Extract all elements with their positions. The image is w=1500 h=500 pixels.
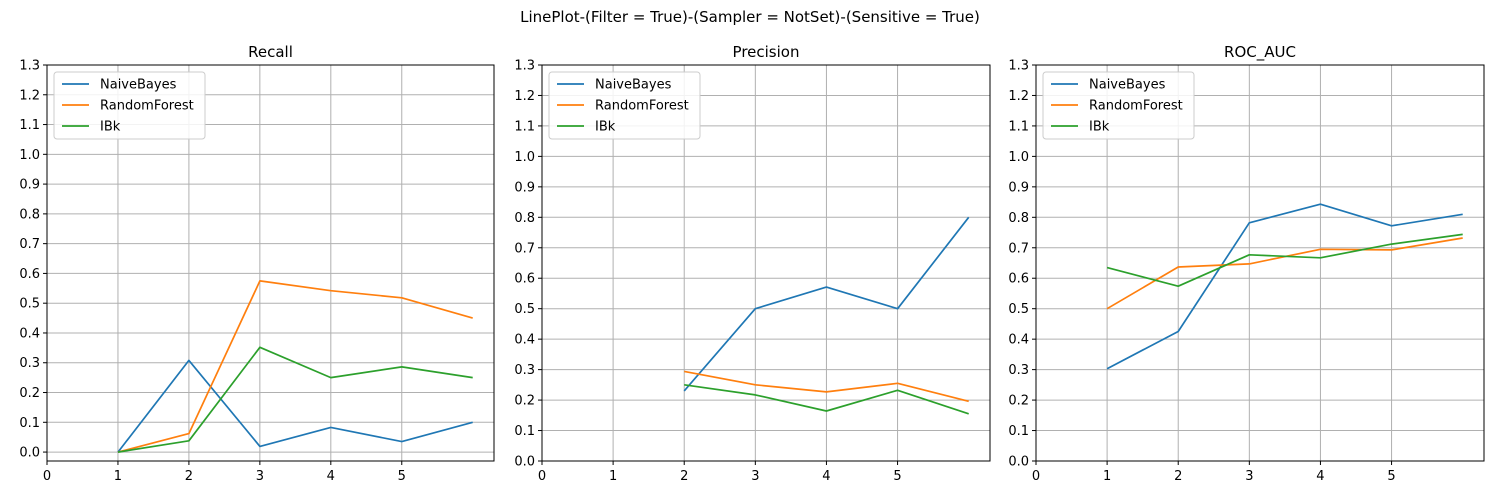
y-tick-label: 1.0: [1008, 150, 1029, 165]
roc-auc-title: ROC_AUC: [1224, 43, 1296, 62]
legend-label-ibk: IBk: [595, 120, 616, 135]
y-tick-label: 0.1: [514, 424, 535, 439]
legend-label-naivebayes: NaiveBayes: [595, 78, 672, 93]
x-tick-label: 4: [1316, 469, 1324, 484]
y-tick-label: 1.1: [1008, 119, 1029, 134]
recall-subplot: Recall 0.0 0.1 0.2 0.3 0.4 0.5 0.6 0.7 0.8 0.9 1.0 1…: [19, 43, 495, 484]
y-tick-label: 0.0: [1008, 455, 1029, 470]
y-tick-label: 0.6: [514, 272, 535, 287]
y-tick-label: 0.7: [19, 237, 40, 252]
x-tick-label: 4: [822, 469, 830, 484]
roc-auc-legend: NaiveBayes RandomForest IBk: [1042, 71, 1195, 140]
y-tick-label: 0.1: [19, 416, 40, 431]
y-tick-label: 0.9: [19, 178, 40, 193]
roc-auc-axes-frame: [1035, 64, 1485, 462]
x-tick-label: 5: [1387, 469, 1395, 484]
legend-box: [548, 71, 701, 140]
legend-label-randomforest: RandomForest: [1089, 99, 1183, 114]
x-tick-label: 3: [256, 469, 264, 484]
legend-label-randomforest: RandomForest: [100, 99, 194, 114]
y-tick-label: 0.4: [19, 326, 40, 341]
series-line-randomforest: [117, 280, 473, 453]
y-tick-label: 0.7: [1008, 241, 1029, 256]
x-tick-label: 0: [538, 469, 546, 484]
precision-legend: NaiveBayes RandomForest IBk: [548, 71, 701, 140]
legend-label-ibk: IBk: [100, 120, 121, 135]
y-tick-label: 1.2: [19, 88, 40, 103]
y-tick-label: 0.3: [19, 356, 40, 371]
figure-suptitle: LinePlot-(Filter = True)-(Sampler = NotS…: [520, 8, 980, 26]
y-tick-label: 0.3: [514, 363, 535, 378]
x-tick-label: 5: [398, 469, 406, 484]
y-tick-label: 1.2: [514, 89, 535, 104]
x-tick-label: 2: [1174, 469, 1182, 484]
x-tick-label: 4: [327, 469, 335, 484]
y-tick-label: 1.0: [514, 150, 535, 165]
y-tick-label: 0.8: [514, 211, 535, 226]
y-tick-label: 0.9: [1008, 180, 1029, 195]
y-tick-label: 0.2: [19, 386, 40, 401]
recall-title: Recall: [248, 43, 293, 61]
x-tick-label: 2: [185, 469, 193, 484]
legend-label-naivebayes: NaiveBayes: [100, 78, 177, 93]
y-tick-label: 1.2: [1008, 89, 1029, 104]
series-line-naivebayes: [683, 216, 970, 392]
y-tick-label: 1.0: [19, 148, 40, 163]
y-tick-label: 1.1: [19, 118, 40, 133]
precision-subplot: Precision 0.0 0.1 0.2 0.3 0.4 0.5 0.6 0.7 0.8 0.9 1…: [514, 43, 991, 484]
roc-auc-subplot: ROC_AUC 0.0 0.1 0.2 0.3 0.4 0.5 0.6 0.7 0.8 0.9 1.0…: [1008, 43, 1485, 484]
y-tick-label: 0.8: [19, 207, 40, 222]
x-tick-label: 3: [751, 469, 759, 484]
y-tick-label: 1.3: [514, 59, 535, 74]
series-line-naivebayes: [1106, 203, 1463, 370]
precision-title: Precision: [733, 43, 800, 61]
series-line-ibk: [117, 346, 473, 453]
y-tick-label: 0.2: [514, 394, 535, 409]
legend-box: [1042, 71, 1195, 140]
y-tick-label: 0.1: [1008, 424, 1029, 439]
y-tick-label: 0.5: [514, 302, 535, 317]
y-tick-label: 0.5: [19, 297, 40, 312]
y-tick-label: 0.3: [1008, 363, 1029, 378]
legend-box: [53, 71, 206, 140]
y-tick-label: 0.6: [19, 267, 40, 282]
precision-axes-frame: [541, 64, 991, 462]
x-tick-label: 1: [609, 469, 617, 484]
y-tick-label: 1.1: [514, 119, 535, 134]
y-tick-label: 0.4: [1008, 333, 1029, 348]
y-tick-label: 1.3: [1008, 59, 1029, 74]
x-tick-label: 0: [43, 469, 51, 484]
recall-axes-frame: [46, 64, 495, 462]
y-tick-label: 1.3: [19, 59, 40, 74]
x-tick-label: 1: [114, 469, 122, 484]
y-tick-label: 0.9: [514, 180, 535, 195]
y-tick-label: 0.5: [1008, 302, 1029, 317]
x-tick-label: 3: [1245, 469, 1253, 484]
y-tick-label: 0.7: [514, 241, 535, 256]
series-line-randomforest: [684, 370, 969, 403]
y-tick-label: 0.0: [514, 455, 535, 470]
legend-label-ibk: IBk: [1089, 120, 1110, 135]
series-line-ibk: [684, 383, 969, 415]
x-tick-label: 5: [893, 469, 901, 484]
y-tick-label: 0.8: [1008, 211, 1029, 226]
series-line-ibk: [1106, 233, 1463, 288]
y-tick-label: 0.0: [19, 446, 40, 461]
legend-label-randomforest: RandomForest: [595, 99, 689, 114]
series-line-randomforest: [1106, 237, 1463, 310]
x-tick-label: 1: [1103, 469, 1111, 484]
y-tick-label: 0.2: [1008, 394, 1029, 409]
x-tick-label: 2: [680, 469, 688, 484]
y-tick-label: 0.6: [1008, 272, 1029, 287]
legend-label-naivebayes: NaiveBayes: [1089, 78, 1166, 93]
recall-legend: NaiveBayes RandomForest IBk: [53, 71, 206, 140]
y-tick-label: 0.4: [514, 333, 535, 348]
x-tick-label: 0: [1032, 469, 1040, 484]
series-line-naivebayes: [117, 359, 473, 453]
